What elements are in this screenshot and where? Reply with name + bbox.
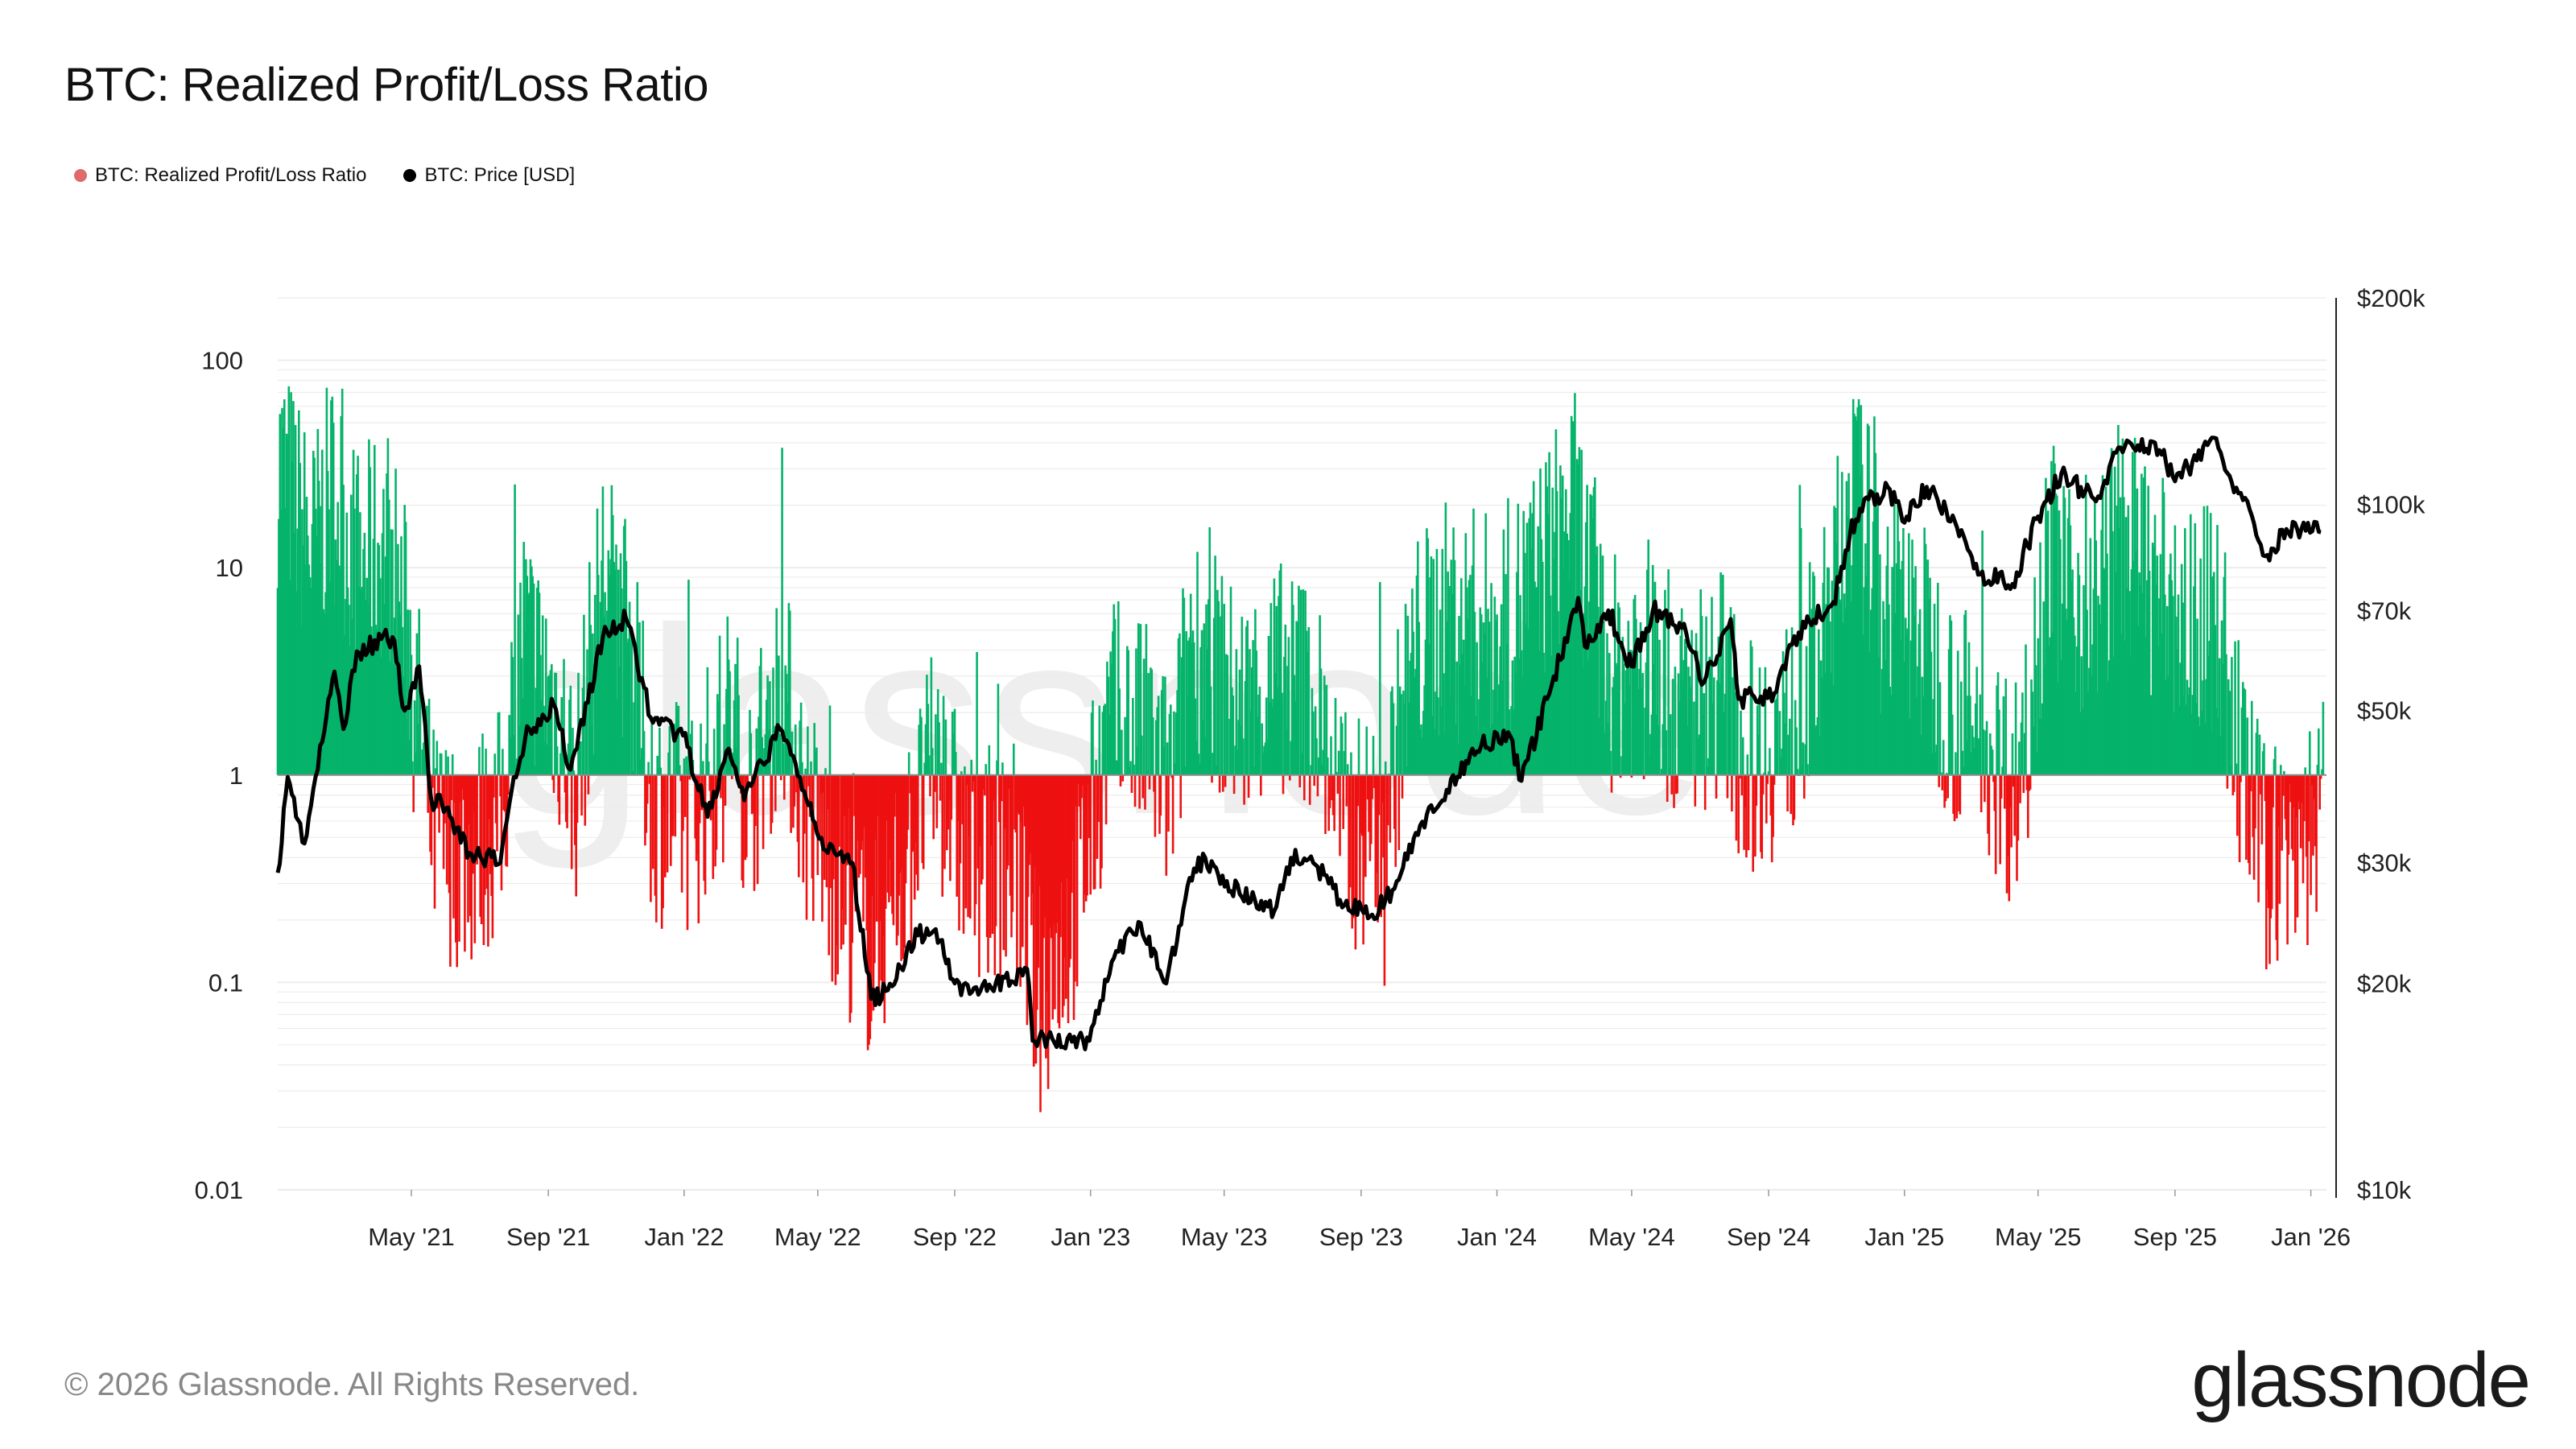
x-tick-label: Sep '22 <box>913 1223 997 1251</box>
grid-layer <box>278 297 2326 1191</box>
y-left-tick-label: 10 <box>216 554 243 582</box>
y-left-tick-label: 100 <box>201 347 243 375</box>
x-tick-label: Jan '26 <box>2271 1223 2351 1251</box>
y-right-tick-label: $50k <box>2357 697 2412 725</box>
ratio-bars <box>276 386 2325 1113</box>
y-left-tick-label: 1 <box>229 762 243 790</box>
x-tick-label: Sep '21 <box>506 1223 590 1251</box>
y-right-tick-label: $100k <box>2357 490 2425 518</box>
legend-dot-ratio <box>74 169 87 182</box>
x-tick-label: Jan '23 <box>1051 1223 1130 1251</box>
y-right-tick-label: $30k <box>2357 849 2412 877</box>
legend-item-price[interactable]: BTC: Price [USD] <box>403 164 575 187</box>
right-axis-ticks: $200k $100k $70k $50k $30k $20k $10k <box>2357 284 2425 1204</box>
legend: BTC: Realized Profit/Loss Ratio BTC: Pri… <box>74 164 575 187</box>
x-tick-label: Jan '25 <box>1864 1223 1944 1251</box>
y-right-tick-label: $200k <box>2357 284 2425 312</box>
x-tick-label: May '25 <box>1995 1223 2082 1251</box>
x-axis-ticks: May '21 Sep '21 Jan '22 May '22 Sep '22 Jan '… <box>368 1190 2351 1251</box>
y-left-tick-label: 0.01 <box>195 1176 243 1204</box>
x-tick-label: Jan '24 <box>1457 1223 1537 1251</box>
x-tick-label: May '22 <box>774 1223 861 1251</box>
glassnode-logo: glassnode <box>2191 1337 2531 1423</box>
x-tick-label: Sep '25 <box>2133 1223 2217 1251</box>
left-axis-ticks: 100 10 1 0.1 0.01 <box>195 347 243 1204</box>
price-line <box>275 436 2322 1051</box>
y-right-tick-label: $20k <box>2357 970 2412 998</box>
legend-label-price: BTC: Price [USD] <box>424 164 576 186</box>
x-tick-label: May '24 <box>1588 1223 1675 1251</box>
y-right-tick-label: $10k <box>2357 1176 2412 1204</box>
x-tick-label: Sep '24 <box>1727 1223 1810 1251</box>
x-tick-label: May '21 <box>368 1223 455 1251</box>
legend-item-ratio[interactable]: BTC: Realized Profit/Loss Ratio <box>74 164 366 187</box>
x-tick-label: Sep '23 <box>1319 1223 1403 1251</box>
x-tick-label: May '23 <box>1181 1223 1268 1251</box>
y-left-tick-label: 0.1 <box>208 968 243 997</box>
legend-label-ratio: BTC: Realized Profit/Loss Ratio <box>95 164 367 186</box>
copyright-text: © 2026 Glassnode. All Rights Reserved. <box>64 1367 640 1402</box>
chart-title: BTC: Realized Profit/Loss Ratio <box>64 59 709 111</box>
x-tick-label: Jan '22 <box>644 1223 724 1251</box>
legend-dot-price <box>403 169 417 182</box>
y-right-tick-label: $70k <box>2357 597 2412 625</box>
